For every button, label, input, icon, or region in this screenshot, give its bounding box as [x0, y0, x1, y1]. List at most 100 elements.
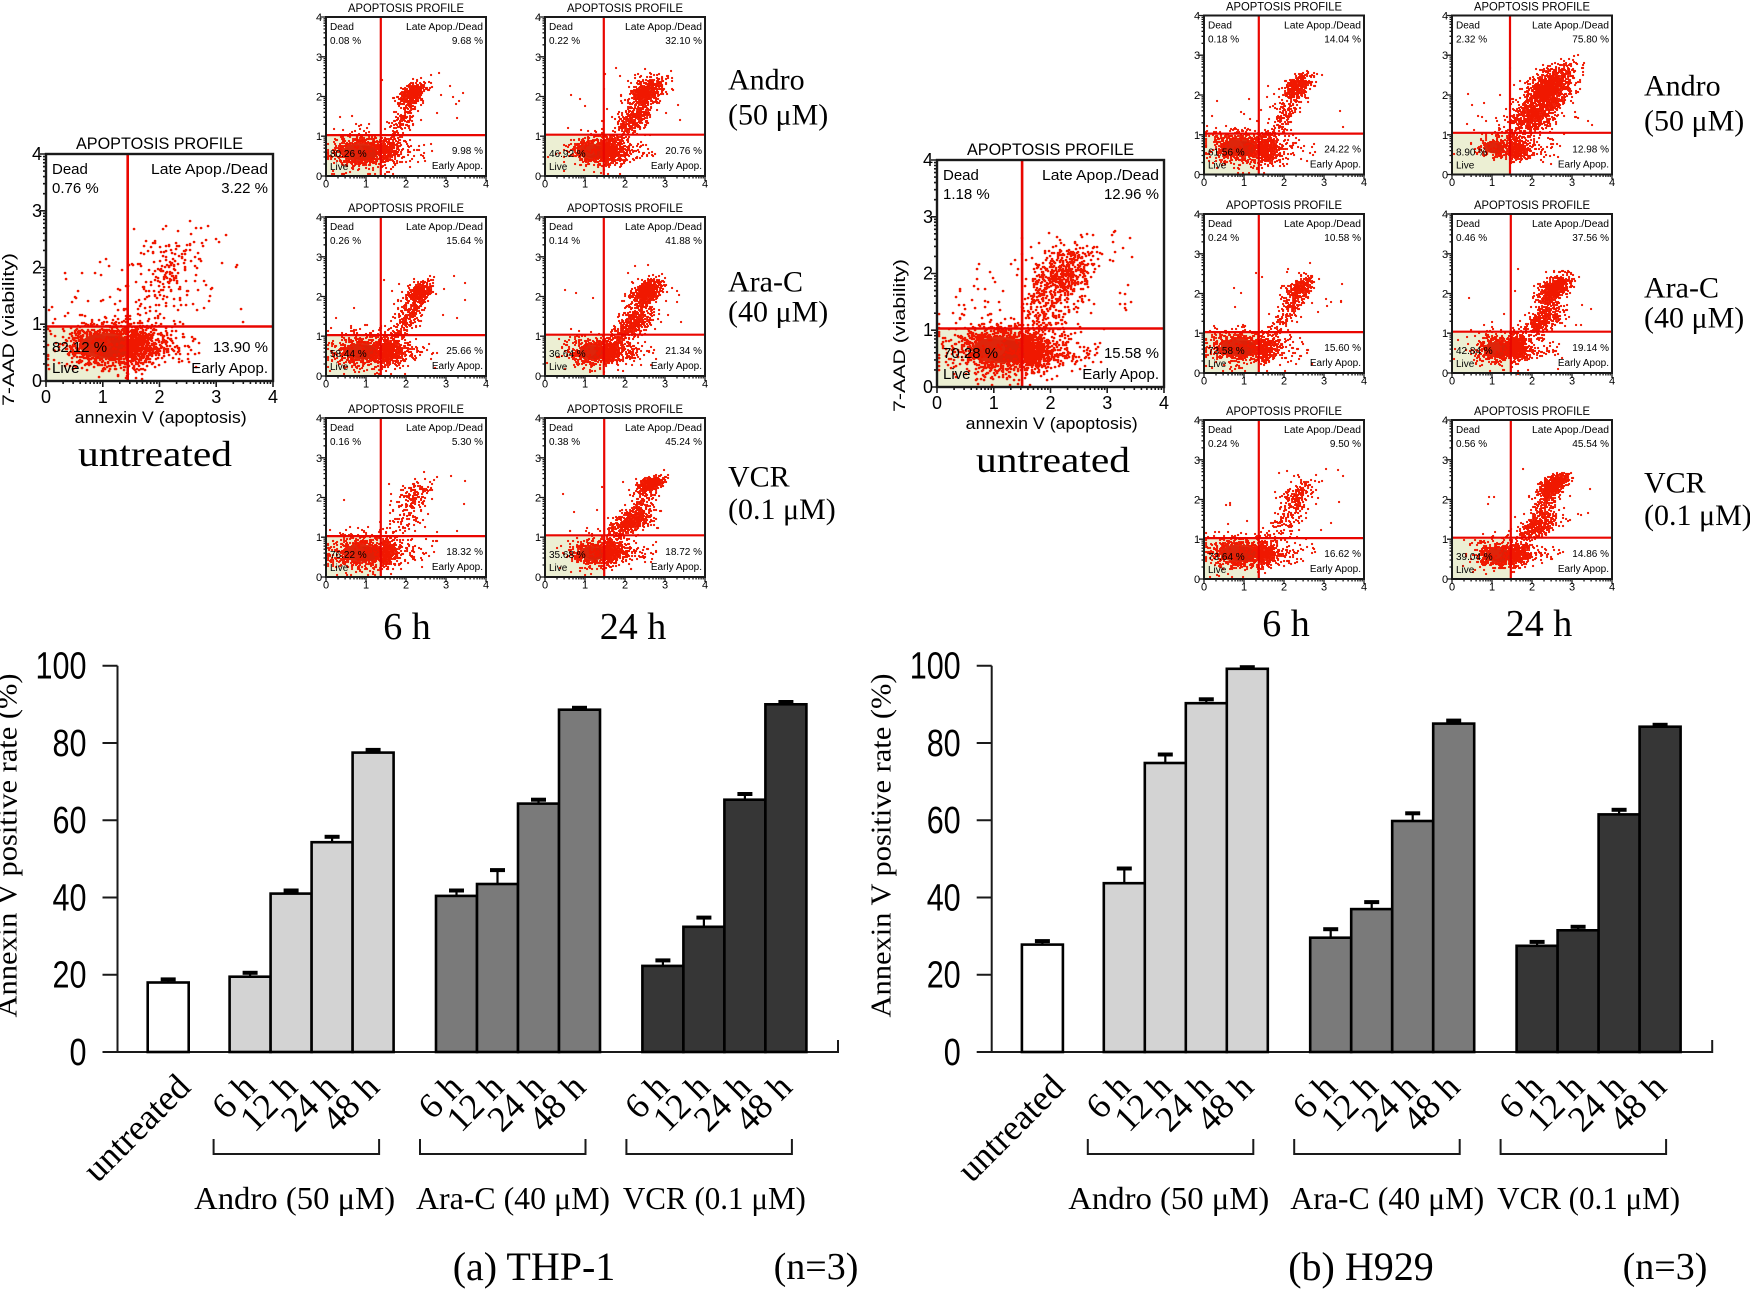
svg-text:2: 2 — [1529, 376, 1535, 388]
svg-text:14.86 %: 14.86 % — [1572, 549, 1609, 560]
svg-text:0: 0 — [1449, 376, 1455, 388]
svg-text:1: 1 — [1241, 582, 1247, 594]
svg-text:0.08 %: 0.08 % — [330, 36, 361, 47]
svg-text:15.60 %: 15.60 % — [1324, 343, 1361, 354]
svg-text:Early Apop.: Early Apop. — [1558, 564, 1609, 575]
svg-text:46.92 %: 46.92 % — [549, 149, 586, 160]
svg-text:4: 4 — [483, 179, 489, 191]
svg-text:0: 0 — [316, 572, 322, 584]
svg-text:60: 60 — [53, 800, 87, 842]
svg-text:3: 3 — [32, 201, 42, 221]
svg-text:2: 2 — [1529, 177, 1535, 189]
svg-text:1: 1 — [1489, 582, 1495, 594]
svg-text:2: 2 — [403, 379, 409, 391]
svg-text:(50 μM): (50 μM) — [1644, 104, 1744, 137]
svg-text:45.24 %: 45.24 % — [665, 437, 702, 448]
svg-text:2: 2 — [1529, 582, 1535, 594]
svg-text:1: 1 — [535, 131, 541, 143]
svg-text:0.26 %: 0.26 % — [330, 236, 361, 247]
svg-text:3: 3 — [316, 52, 322, 64]
svg-text:APOPTOSIS PROFILE: APOPTOSIS PROFILE — [1474, 2, 1590, 14]
svg-text:Dead: Dead — [1208, 425, 1232, 436]
svg-text:4: 4 — [702, 580, 708, 592]
svg-text:1: 1 — [1442, 130, 1448, 142]
svg-text:Late Apop./Dead: Late Apop./Dead — [625, 22, 702, 33]
svg-text:4: 4 — [1609, 582, 1615, 594]
svg-text:100: 100 — [910, 646, 961, 688]
svg-text:0: 0 — [70, 1032, 87, 1074]
svg-text:VCR: VCR — [1644, 466, 1706, 499]
svg-text:4: 4 — [1442, 11, 1448, 23]
svg-text:3: 3 — [316, 252, 322, 264]
svg-text:Early Apop.: Early Apop. — [651, 161, 702, 172]
svg-text:Live: Live — [1456, 565, 1475, 576]
svg-text:0: 0 — [535, 572, 541, 584]
svg-text:10.58 %: 10.58 % — [1324, 233, 1361, 244]
svg-text:APOPTOSIS PROFILE: APOPTOSIS PROFILE — [567, 404, 683, 416]
svg-text:2: 2 — [403, 580, 409, 592]
svg-text:Early Apop.: Early Apop. — [1310, 160, 1361, 171]
svg-text:80.26 %: 80.26 % — [330, 149, 367, 160]
svg-text:2: 2 — [316, 92, 322, 104]
svg-text:0: 0 — [1201, 582, 1207, 594]
svg-text:Dead: Dead — [1456, 21, 1480, 32]
svg-text:2: 2 — [1281, 177, 1287, 189]
svg-text:APOPTOSIS PROFILE: APOPTOSIS PROFILE — [1226, 2, 1342, 14]
svg-text:3: 3 — [1194, 249, 1200, 261]
svg-text:Late Apop./Dead: Late Apop./Dead — [625, 222, 702, 233]
svg-text:4: 4 — [1361, 376, 1367, 388]
svg-text:15.64 %: 15.64 % — [446, 236, 483, 247]
svg-text:Dead: Dead — [943, 167, 979, 184]
svg-text:3: 3 — [1442, 50, 1448, 62]
svg-text:Live: Live — [1456, 161, 1475, 172]
svg-text:1: 1 — [1442, 534, 1448, 546]
svg-text:(a) THP-1: (a) THP-1 — [453, 1244, 616, 1289]
svg-text:0.24 %: 0.24 % — [1208, 233, 1239, 244]
svg-text:VCR (0.1 μM): VCR (0.1 μM) — [1497, 1180, 1680, 1216]
svg-text:Early Apop.: Early Apop. — [651, 562, 702, 573]
svg-text:0: 0 — [1442, 170, 1448, 182]
svg-text:0.76 %: 0.76 % — [52, 180, 99, 197]
svg-text:Live: Live — [52, 360, 80, 377]
svg-text:6 h: 6 h — [1262, 603, 1310, 645]
svg-text:Dead: Dead — [1208, 219, 1232, 230]
svg-text:4: 4 — [1609, 177, 1615, 189]
svg-text:APOPTOSIS PROFILE: APOPTOSIS PROFILE — [567, 3, 683, 15]
svg-text:(40 μM): (40 μM) — [1644, 302, 1744, 335]
svg-text:1: 1 — [363, 379, 369, 391]
svg-text:1: 1 — [316, 331, 322, 343]
svg-text:3: 3 — [1194, 50, 1200, 62]
svg-text:0.22 %: 0.22 % — [549, 36, 580, 47]
svg-text:3: 3 — [1321, 582, 1327, 594]
svg-text:Dead: Dead — [549, 423, 573, 434]
svg-text:3: 3 — [535, 52, 541, 64]
svg-text:1: 1 — [582, 379, 588, 391]
svg-text:Dead: Dead — [330, 22, 354, 33]
svg-text:Dead: Dead — [1456, 219, 1480, 230]
svg-text:0.14 %: 0.14 % — [549, 236, 580, 247]
svg-text:untreated: untreated — [75, 1066, 198, 1189]
svg-text:APOPTOSIS PROFILE: APOPTOSIS PROFILE — [567, 203, 683, 215]
svg-text:1: 1 — [582, 580, 588, 592]
svg-text:2: 2 — [1442, 495, 1448, 507]
svg-text:Live: Live — [330, 362, 349, 373]
svg-text:1: 1 — [1442, 328, 1448, 340]
svg-text:36.64 %: 36.64 % — [549, 349, 586, 360]
svg-text:4: 4 — [1361, 582, 1367, 594]
svg-text:75.80 %: 75.80 % — [1572, 35, 1609, 46]
svg-text:Early Apop.: Early Apop. — [1558, 160, 1609, 171]
svg-text:1: 1 — [1194, 130, 1200, 142]
svg-text:Dead: Dead — [52, 161, 88, 178]
svg-text:2: 2 — [32, 258, 42, 278]
svg-text:APOPTOSIS PROFILE: APOPTOSIS PROFILE — [1474, 200, 1590, 212]
svg-text:Late Apop./Dead: Late Apop./Dead — [406, 423, 483, 434]
svg-text:0: 0 — [1442, 368, 1448, 380]
svg-text:Early Apop.: Early Apop. — [191, 360, 268, 377]
svg-text:4: 4 — [1194, 11, 1200, 23]
svg-text:18.72 %: 18.72 % — [665, 547, 702, 558]
svg-text:76.22 %: 76.22 % — [330, 550, 367, 561]
svg-text:0: 0 — [323, 179, 329, 191]
svg-text:4: 4 — [1194, 415, 1200, 427]
svg-text:4: 4 — [535, 12, 541, 24]
svg-text:Andro (50 μM): Andro (50 μM) — [194, 1180, 395, 1216]
